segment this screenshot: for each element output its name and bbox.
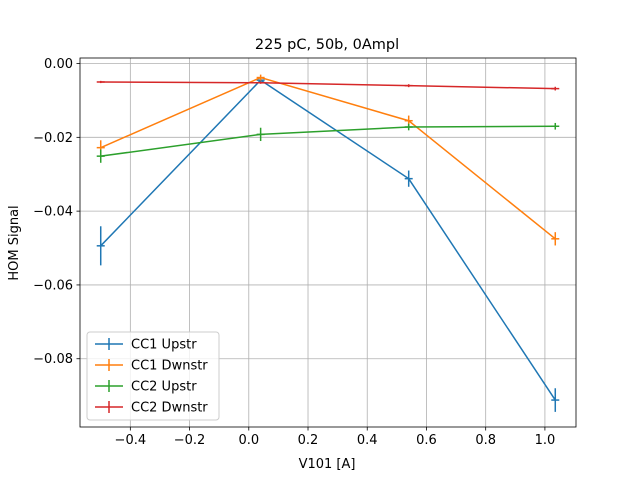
y-tick-label: −0.04 bbox=[33, 205, 73, 220]
grid bbox=[80, 58, 576, 427]
x-tick-label: −0.4 bbox=[115, 433, 147, 448]
x-tick-label: 0.8 bbox=[475, 433, 496, 448]
y-axis: 0.00 −0.02 −0.04 −0.06 −0.08 bbox=[33, 57, 80, 367]
series-cc1-dwnstr bbox=[96, 74, 560, 246]
series-line bbox=[100, 79, 556, 401]
series-line bbox=[100, 81, 556, 90]
legend-item: CC1 Upstr bbox=[95, 338, 197, 353]
x-tick-label: 0.6 bbox=[416, 433, 437, 448]
x-axis-label: V101 [A] bbox=[299, 457, 356, 472]
legend-label: CC1 Upstr bbox=[131, 338, 197, 353]
series-cc2-upstr bbox=[96, 122, 560, 163]
x-axis: −0.4 −0.2 0.0 0.2 0.4 0.6 0.8 1.0 bbox=[115, 427, 556, 448]
legend-item: CC1 Dwnstr bbox=[95, 359, 208, 374]
series-line bbox=[100, 125, 556, 157]
x-tick-label: −0.2 bbox=[174, 433, 206, 448]
legend-box bbox=[86, 331, 220, 421]
series-cc2-dwnstr bbox=[96, 80, 560, 91]
plot-area bbox=[96, 74, 560, 412]
y-axis-label: HOM Signal bbox=[7, 205, 22, 280]
series-line bbox=[100, 76, 556, 240]
chart-title: 225 pC, 50b, 0Ampl bbox=[255, 37, 399, 53]
legend-label: CC2 Upstr bbox=[131, 380, 197, 395]
legend-item: CC2 Dwnstr bbox=[95, 401, 208, 416]
x-tick-label: 0.2 bbox=[298, 433, 319, 448]
legend-item: CC2 Upstr bbox=[95, 380, 197, 395]
y-tick-label: −0.02 bbox=[33, 131, 73, 146]
x-tick-label: 0.0 bbox=[238, 433, 259, 448]
x-tick-label: 1.0 bbox=[535, 433, 556, 448]
axes-frame bbox=[79, 57, 577, 428]
y-tick-label: 0.00 bbox=[44, 57, 73, 72]
legend-label: CC1 Dwnstr bbox=[131, 359, 208, 374]
x-tick-label: 0.4 bbox=[357, 433, 378, 448]
y-tick-label: −0.06 bbox=[33, 278, 73, 293]
y-tick-label: −0.08 bbox=[33, 352, 73, 367]
legend: CC1 Upstr CC1 Dwnstr CC2 Upstr CC2 Dwnstr bbox=[86, 331, 220, 421]
legend-label: CC2 Dwnstr bbox=[131, 401, 208, 416]
